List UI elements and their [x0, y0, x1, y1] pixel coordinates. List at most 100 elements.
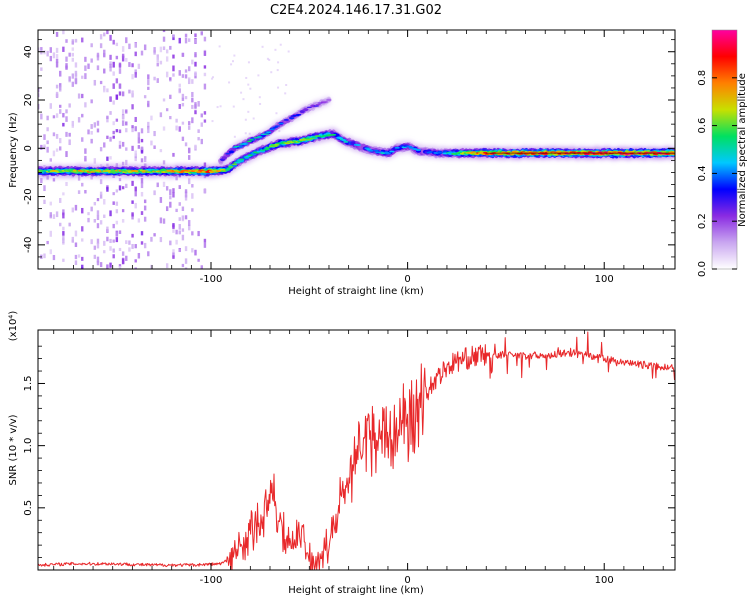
- noise-speck: [131, 233, 134, 238]
- noise-speck: [172, 34, 175, 38]
- noise-speck: [203, 242, 207, 248]
- noise-speck: [62, 226, 65, 231]
- noise-speck: [187, 148, 191, 153]
- noise-speck: [74, 78, 78, 85]
- noise-speck: [96, 260, 100, 266]
- noise-speck: [218, 45, 221, 48]
- noise-speck: [203, 119, 207, 123]
- noise-speck: [118, 247, 122, 252]
- noise-speck: [40, 178, 43, 184]
- snr-panel: -100 0 100 0.5 1.0 1.5 Height of straight li…: [8, 311, 676, 596]
- noise-speck: [159, 197, 163, 203]
- noise-speck: [55, 133, 59, 139]
- spectrogram-panel: -100 0 100 -40 -20 0 20 40 Height of straight …: [8, 29, 676, 297]
- noise-speck: [200, 122, 203, 127]
- noise-speck: [216, 106, 219, 109]
- noise-speck: [109, 156, 112, 160]
- noise-speck: [187, 121, 191, 126]
- noise-speck: [187, 224, 191, 231]
- noise-speck: [284, 92, 287, 95]
- noise-speck: [242, 98, 245, 101]
- noise-speck: [112, 71, 115, 76]
- noise-speck: [71, 73, 75, 79]
- noise-speck: [43, 253, 46, 259]
- noise-speck: [38, 87, 40, 93]
- noise-speck: [84, 148, 87, 154]
- noise-speck: [156, 57, 159, 63]
- noise-speck: [165, 49, 169, 54]
- noise-speck: [46, 140, 49, 145]
- noise-speck: [131, 125, 134, 129]
- noise-speck: [93, 158, 97, 164]
- noise-speck: [43, 144, 46, 149]
- noise-speck: [169, 115, 172, 120]
- noise-speck: [118, 129, 122, 134]
- noise-speck: [200, 32, 203, 36]
- noise-speck: [81, 264, 84, 269]
- noise-speck: [137, 218, 141, 223]
- noise-speck: [184, 267, 188, 269]
- noise-speck: [187, 79, 191, 85]
- noise-speck: [153, 76, 156, 81]
- spectrogram-traces: [38, 95, 675, 179]
- noise-speck: [52, 132, 56, 137]
- noise-speck: [59, 85, 62, 91]
- noise-speck: [137, 145, 141, 149]
- noise-speck: [169, 94, 172, 99]
- noise-speck: [200, 138, 203, 145]
- y-tick-label: 20: [23, 94, 34, 107]
- noise-speck: [115, 237, 119, 243]
- noise-speck: [165, 56, 169, 62]
- noise-speck: [162, 98, 166, 102]
- noise-speck: [137, 63, 141, 69]
- noise-speck: [194, 52, 197, 58]
- colorbar-ticks: 0.0 0.2 0.4 0.6 0.8: [697, 70, 737, 277]
- noise-speck: [172, 224, 175, 229]
- noise-speck: [49, 249, 52, 255]
- noise-speck: [131, 126, 134, 133]
- noise-speck: [178, 248, 181, 253]
- noise-speck: [43, 185, 46, 192]
- noise-speck: [62, 241, 65, 245]
- noise-speck: [77, 117, 81, 123]
- noise-speck: [128, 62, 131, 67]
- noise-speck: [172, 54, 175, 59]
- noise-speck: [99, 80, 103, 85]
- noise-speck: [137, 132, 141, 138]
- noise-speck: [147, 79, 150, 86]
- noise-speck: [276, 69, 279, 72]
- noise-speck: [118, 185, 122, 191]
- noise-speck: [93, 201, 97, 206]
- noise-speck: [191, 97, 194, 103]
- noise-speck: [140, 158, 144, 163]
- noise-speck: [257, 74, 260, 77]
- noise-speck: [81, 37, 84, 43]
- noise-speck: [74, 62, 78, 68]
- trace-blob: [221, 156, 227, 160]
- noise-speck: [81, 256, 84, 261]
- noise-speck: [219, 105, 222, 108]
- noise-speck: [96, 223, 100, 229]
- noise-speck: [106, 236, 109, 242]
- noise-speck: [143, 95, 147, 99]
- noise-speck: [247, 110, 250, 113]
- noise-speck: [112, 223, 115, 229]
- noise-speck: [178, 83, 181, 87]
- noise-speck: [109, 246, 112, 251]
- noise-speck: [169, 189, 172, 196]
- noise-speck: [62, 30, 65, 35]
- noise-speck: [134, 51, 137, 57]
- trace-blob: [234, 145, 240, 148]
- noise-speck: [181, 136, 185, 141]
- noise-speck: [112, 130, 115, 135]
- noise-speck: [74, 38, 78, 43]
- noise-speck: [147, 74, 150, 80]
- x-tick-label: 0: [404, 575, 410, 586]
- noise-speck: [99, 179, 103, 185]
- noise-speck: [125, 128, 128, 133]
- noise-speck: [159, 46, 163, 53]
- spectrogram-x-axis-label: Height of straight line (km): [288, 286, 424, 297]
- noise-speck: [112, 100, 115, 105]
- spectrogram-y-ticks: -40 -20 0 20 40: [23, 39, 675, 258]
- snr-series-line: [38, 331, 675, 570]
